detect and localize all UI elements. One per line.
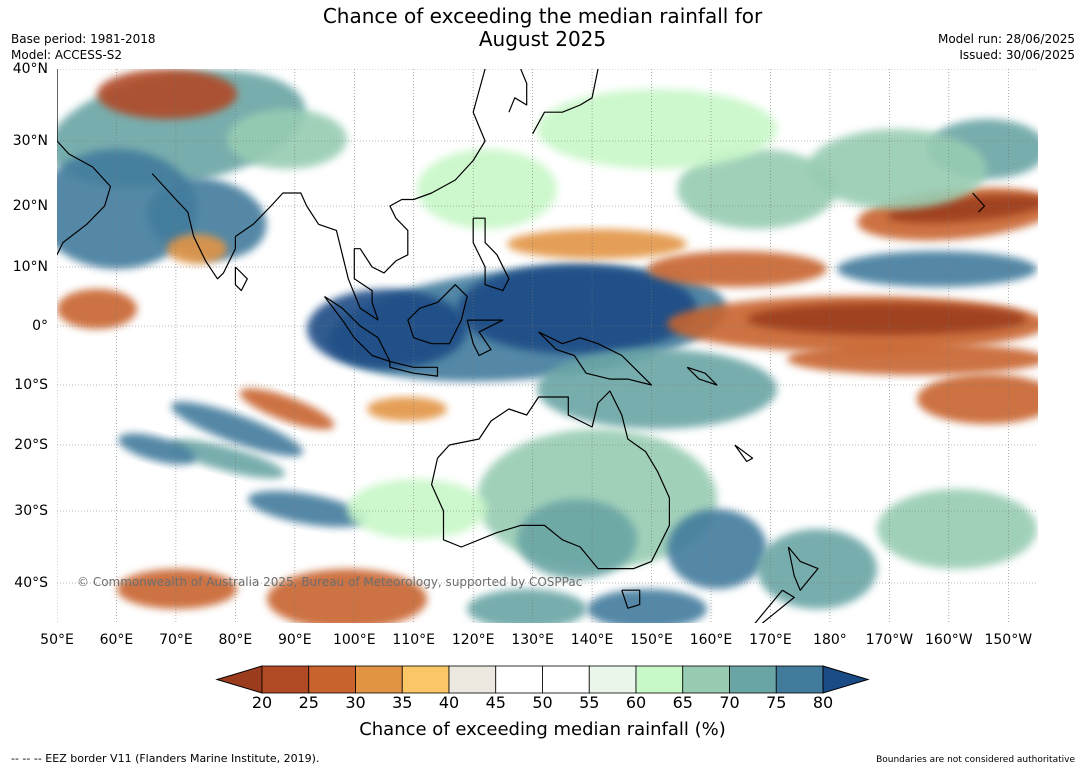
longitude-label: 70°E: [159, 632, 193, 648]
latitude-label: 10°S: [14, 377, 48, 393]
latitude-label: 40°N: [12, 61, 48, 77]
boundaries-disclaimer: Boundaries are not considered authoritat…: [876, 755, 1075, 765]
longitude-label: 180°: [813, 632, 847, 648]
coastline-new-guinea: [538, 331, 653, 386]
base-period: Base period: 1981-2018: [11, 32, 156, 46]
issued-date: Issued: 30/06/2025: [959, 48, 1075, 62]
coastline-india: [151, 173, 379, 321]
longitude-label: 50°E: [40, 632, 74, 648]
colorbar-label: Chance of exceeding median rainfall (%): [359, 719, 726, 740]
colorbar-tick-label: 60: [625, 693, 647, 712]
latitude-label: 40°S: [14, 575, 48, 591]
title-line-2: August 2025: [478, 27, 607, 51]
colorbar-swatch: [355, 665, 403, 694]
coastline-sulawesi: [466, 319, 504, 357]
coastline-solomons: [686, 366, 718, 386]
colorbar-tick-label: 40: [438, 693, 460, 712]
longitude-label: 170°W: [865, 632, 914, 648]
coastline-japan: [532, 69, 599, 135]
rainfall-map-canvas: [57, 69, 1038, 623]
colorbar-tick-label: 55: [579, 693, 600, 712]
map-title: Chance of exceeding the median rainfall …: [0, 5, 1085, 51]
longitude-label: 160°W: [925, 632, 973, 648]
colorbar-tick-label: 70: [719, 693, 740, 712]
colorbar: [215, 665, 870, 694]
coastline-australia: [431, 390, 671, 570]
colorbar-min-arrow: [215, 665, 263, 694]
colorbar-swatch: [495, 665, 543, 694]
colorbar-max-arrow: [822, 665, 870, 694]
coastline-tasmania: [621, 589, 641, 609]
colorbar-tick-label: 25: [298, 693, 319, 712]
colorbar-swatch: [448, 665, 497, 694]
longitude-label: 60°E: [99, 632, 134, 648]
coastline-hawaii: [972, 192, 986, 213]
coastline-borneo: [407, 284, 468, 345]
latitude-label: 30°N: [12, 133, 48, 149]
copyright-notice: © Commonwealth of Australia 2025, Bureau…: [77, 575, 583, 589]
coastline-sri-lanka: [234, 266, 248, 292]
title-line-1: Chance of exceeding the median rainfall …: [322, 4, 763, 28]
longitude-label: 100°E: [332, 632, 376, 648]
colorbar-tick-label: 80: [812, 693, 834, 712]
longitude-label: 80°E: [218, 632, 253, 648]
latitude-label: 10°N: [12, 259, 48, 275]
coastline-nz-south: [754, 589, 795, 623]
coastline-korea-japan: [508, 69, 528, 113]
longitude-label: 150°W: [984, 632, 1033, 648]
latitude-label: 20°N: [12, 198, 48, 214]
colorbar-tick-label: 75: [766, 693, 787, 712]
coastline-nz-north: [787, 546, 819, 591]
model-run-date: Model run: 28/06/2025: [937, 32, 1075, 46]
colorbar-tick-label: 20: [251, 693, 273, 712]
colorbar-swatch: [682, 665, 730, 694]
colorbar-swatch: [261, 665, 310, 694]
longitude-label: 150°E: [630, 632, 673, 648]
longitude-label: 160°E: [689, 632, 733, 648]
colorbar-swatch: [308, 665, 356, 694]
coastline-java: [389, 360, 439, 377]
run-info: Model run: 28/06/2025 Issued: 30/06/2025: [938, 31, 1075, 63]
model-info: Base period: 1981-2018 Model: ACCESS-S2: [11, 31, 156, 63]
coastline-indochina: [353, 69, 486, 321]
colorbar-swatch: [775, 665, 824, 694]
longitude-label: 140°E: [570, 632, 614, 648]
graticule: [57, 69, 1038, 623]
longitude-label: 170°E: [749, 632, 792, 648]
colorbar-tick-label: 65: [672, 693, 693, 712]
longitude-label: 120°E: [451, 632, 495, 648]
longitude-label: 90°E: [277, 632, 312, 648]
colorbar-swatch: [729, 665, 777, 694]
latitude-label: 20°S: [14, 437, 48, 453]
colorbar-swatch: [542, 665, 590, 694]
colorbar-tick-label: 50: [532, 693, 553, 712]
probability-fields: [57, 69, 1038, 623]
longitude-label: 110°E: [392, 632, 436, 648]
coastline-africa-arabia: [57, 69, 112, 256]
colorbar-swatch: [635, 665, 684, 694]
colorbar-tick-label: 30: [345, 693, 366, 712]
coastline-new-caledonia: [734, 444, 754, 463]
latitude-label: 0°: [32, 318, 48, 334]
latitude-label: 30°S: [14, 503, 48, 519]
coastlines: [57, 69, 986, 623]
coastline-philippines: [472, 217, 510, 292]
model-name: Model: ACCESS-S2: [11, 48, 123, 62]
longitude-label: 130°E: [511, 632, 554, 648]
colorbar-tick-label: 45: [485, 693, 506, 712]
colorbar-swatch: [401, 665, 450, 694]
colorbar-tick-label: 35: [392, 693, 413, 712]
colorbar-swatch: [588, 665, 637, 694]
eez-border-note: -- -- -- EEZ border V11 (Flanders Marine…: [11, 752, 320, 765]
rainfall-map[interactable]: [57, 69, 1038, 623]
